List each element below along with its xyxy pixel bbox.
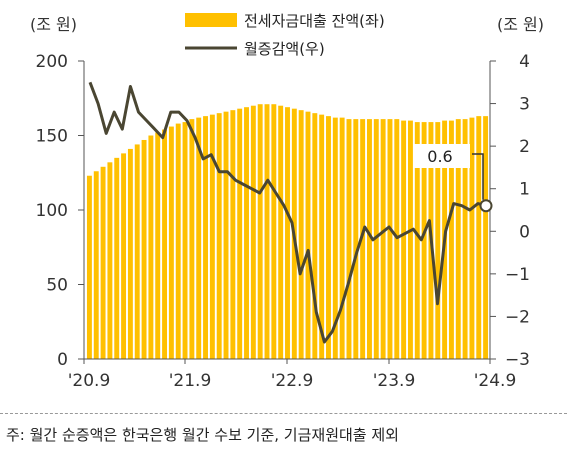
bar	[271, 104, 277, 360]
footnote-divider	[0, 413, 567, 414]
bar	[421, 122, 427, 359]
x-axis-tick-label: '24.9	[474, 371, 517, 391]
left-axis-tick-label: 0	[57, 350, 68, 370]
bar	[298, 110, 304, 359]
bar	[360, 119, 366, 359]
bar	[86, 175, 92, 359]
bar	[305, 111, 311, 359]
x-axis-tick-label: '21.9	[169, 371, 212, 391]
annotation: 0.6	[414, 144, 493, 213]
bar	[244, 107, 249, 359]
bar	[209, 114, 215, 359]
bar	[155, 132, 161, 359]
bar	[455, 119, 461, 359]
bar	[285, 107, 290, 359]
bar	[203, 116, 208, 359]
line-series	[88, 81, 487, 344]
bar	[483, 116, 489, 359]
legend-line-label: 월증감액(우)	[244, 40, 325, 58]
bar	[476, 116, 482, 359]
bar	[346, 119, 352, 359]
bar	[127, 148, 133, 359]
chart: (조 원) (조 원) 전세자금대출 잔액(좌) 월증감액(우) 0 50 100 1…	[30, 12, 544, 391]
bar	[407, 120, 413, 359]
bar	[121, 153, 127, 359]
left-axis-tick-label: 50	[46, 276, 68, 296]
bar	[380, 119, 386, 359]
left-axis-unit: (조 원)	[30, 15, 77, 34]
bar	[312, 113, 318, 360]
bar	[401, 120, 407, 359]
bar	[162, 129, 168, 359]
axes: 0 50 100 150 200 −3 −2 −1 0 1 2 3 4 '20.9 '21.9 '22.9 '2…	[36, 52, 530, 391]
right-axis-tick-label: 0	[519, 222, 530, 242]
legend-bar-label: 전세자금대출 잔액(좌)	[244, 12, 385, 30]
x-axis-tick-label: '23.9	[373, 371, 416, 391]
bar	[134, 144, 140, 359]
bar	[100, 166, 106, 359]
right-axis-unit: (조 원)	[497, 15, 544, 34]
bar	[448, 120, 454, 359]
bar	[387, 119, 393, 359]
footnote: 주: 월간 순증액은 한국은행 월간 수보 기준, 기금재원대출 제외	[6, 426, 399, 444]
right-axis-tick-label: −2	[505, 307, 530, 327]
bar	[189, 119, 195, 359]
callout-label: 0.6	[427, 147, 452, 166]
callout-box	[414, 144, 470, 168]
callout-leader	[472, 153, 484, 200]
last-point-marker	[479, 199, 493, 213]
left-axis-tick-label: 100	[36, 201, 68, 221]
legend-bar-swatch	[185, 13, 237, 27]
bar	[367, 119, 372, 359]
bar	[332, 117, 338, 360]
bar	[148, 135, 154, 359]
bar	[107, 162, 113, 359]
bar	[326, 116, 331, 359]
bar	[435, 122, 441, 359]
bar	[114, 157, 120, 359]
right-axis-tick-label: −3	[505, 350, 530, 370]
bar	[223, 111, 229, 359]
right-axis-tick-label: 2	[519, 137, 530, 157]
right-axis-tick-label: 3	[519, 95, 530, 115]
bar	[278, 105, 284, 359]
x-axis-tick-label: '22.9	[271, 371, 314, 391]
bar	[196, 117, 202, 360]
bar	[175, 123, 181, 359]
bar	[257, 104, 263, 360]
bar	[414, 122, 420, 359]
x-axis-tick-label: '20.9	[68, 371, 111, 391]
bar	[319, 114, 325, 359]
bar	[93, 171, 99, 359]
bar	[168, 126, 174, 359]
bar	[353, 119, 359, 359]
bar	[373, 119, 379, 359]
left-axis-tick-label: 150	[36, 127, 68, 147]
bar	[339, 117, 345, 360]
bar-series	[86, 104, 489, 360]
right-axis-tick-label: 4	[519, 52, 530, 72]
line-path	[88, 81, 487, 344]
bar	[230, 110, 236, 359]
bar	[182, 122, 188, 359]
bar	[250, 105, 256, 359]
bar	[141, 139, 147, 359]
right-axis-tick-label: 1	[519, 180, 530, 200]
bar	[264, 104, 270, 360]
right-axis-tick-label: −1	[505, 265, 530, 285]
bar	[216, 113, 222, 360]
bar	[469, 117, 475, 360]
bar	[462, 119, 468, 359]
bar	[237, 108, 243, 360]
left-axis-tick-label: 200	[36, 52, 68, 72]
